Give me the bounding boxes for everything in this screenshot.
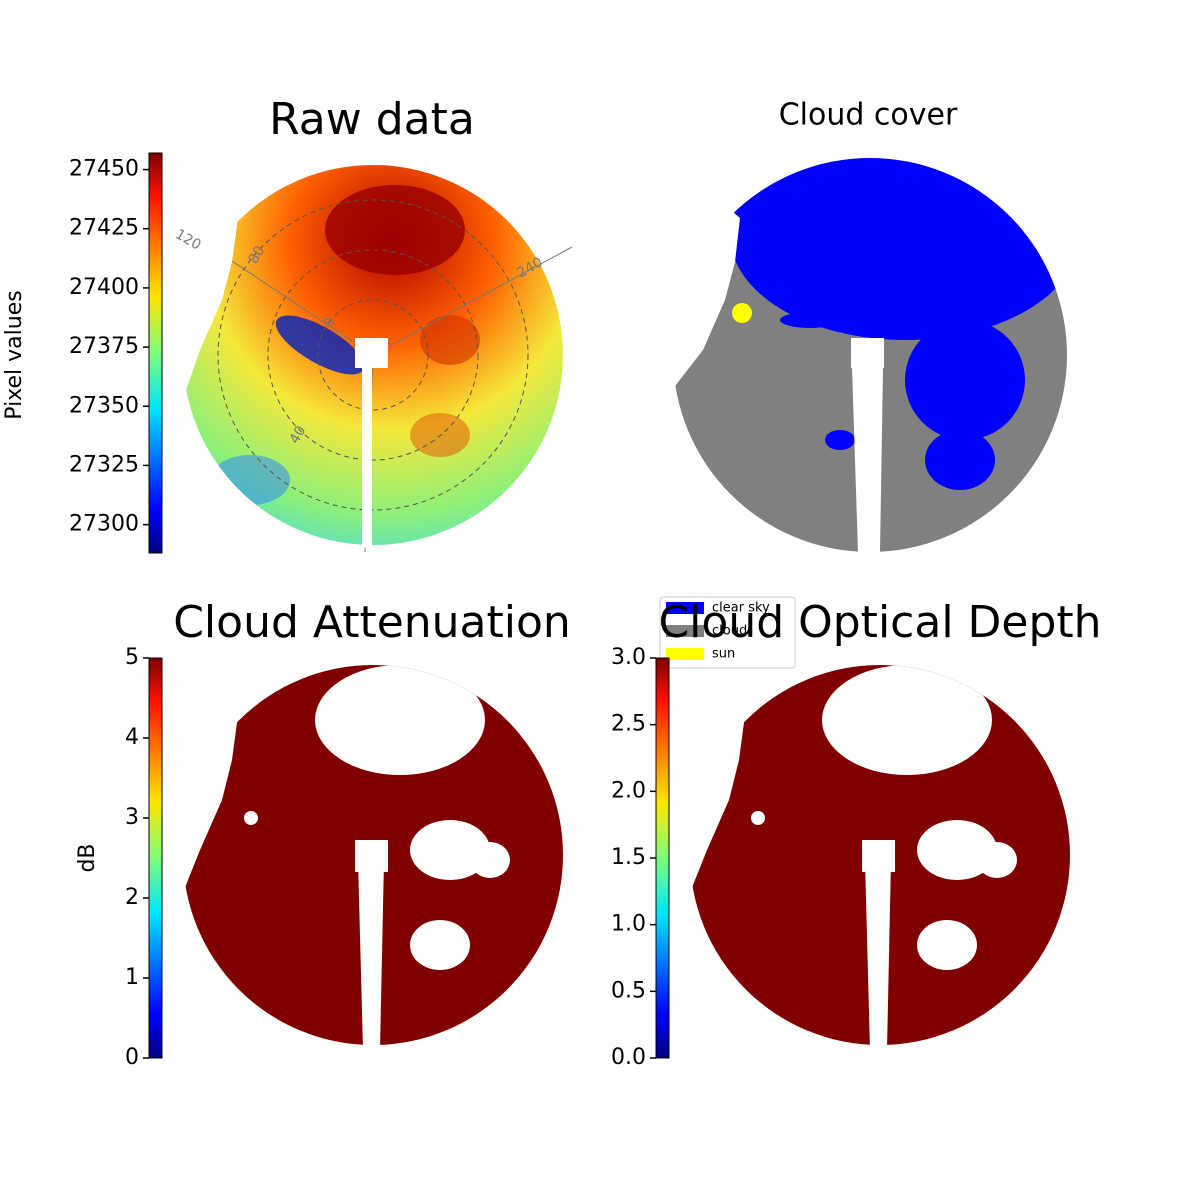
colorbar-label: dB: [75, 843, 100, 872]
colorbar-tick-label: 0.5: [611, 978, 646, 1003]
panel-title: Raw data: [269, 94, 475, 145]
colorbar: [148, 152, 163, 554]
colorbar-tick-label: 5: [125, 645, 139, 670]
legend-swatch: [666, 648, 704, 660]
sky-image: [160, 150, 573, 553]
legend-label: cloud: [712, 624, 747, 639]
polar-annotation: 80: [246, 243, 269, 266]
colorbar-tick-label: 1: [125, 965, 139, 990]
polar-annotation: 40: [287, 423, 310, 446]
colorbar-tick-label: 27325: [69, 452, 139, 477]
legend: clear sky cloud sun: [659, 596, 796, 669]
colorbar-tick-label: 27450: [69, 157, 139, 182]
colorbar-tick-label: 27375: [69, 334, 139, 359]
colorbar-tick-label: 27425: [69, 216, 139, 241]
colorbar-tick-label: 2.0: [611, 778, 646, 803]
category-image: [660, 150, 1067, 552]
colorbar: [655, 657, 670, 1059]
legend-swatch: [666, 602, 704, 614]
colorbar-label: Pixel values: [2, 290, 27, 419]
colorbar-tick-label: 3.0: [611, 645, 646, 670]
colorbar-tick-label: 1.5: [611, 845, 646, 870]
colorbar-tick-label: 2.5: [611, 712, 646, 737]
panel-title: Cloud Attenuation: [173, 597, 571, 648]
colorbar: [148, 657, 163, 1059]
panel-title: Cloud Optical Depth: [658, 597, 1101, 648]
colorbar-tick-label: 0.0: [611, 1045, 646, 1070]
colorbar-tick-label: 3: [125, 805, 139, 830]
sky-image: [667, 650, 1070, 1050]
colorbar-tick-label: 27350: [69, 393, 139, 418]
legend-label: clear sky: [712, 601, 770, 616]
colorbar-tick-label: 27400: [69, 275, 139, 300]
colorbar-tick-label: 1.0: [611, 912, 646, 937]
legend-label: sun: [712, 647, 735, 662]
colorbar-tick-label: 4: [125, 725, 139, 750]
sky-image: [160, 650, 563, 1050]
legend-swatch: [666, 625, 704, 637]
colorbar-tick-label: 2: [125, 885, 139, 910]
panel-title: Cloud cover: [779, 98, 958, 133]
colorbar-tick-label: 27300: [69, 512, 139, 537]
colorbar-tick-label: 0: [125, 1045, 139, 1070]
